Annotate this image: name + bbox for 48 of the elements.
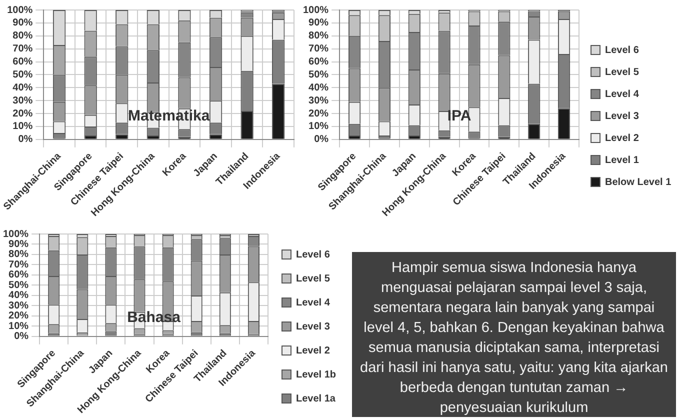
legend-label: Below Level 1 (605, 176, 672, 188)
y-tick-label: 20% (12, 108, 33, 120)
text: Hampir semua siswa Indonesia hanya menguasai pelajaran sampai level 3 saja, sementara negara lain banyak yang sampai level 4, 5, bahkan 6. Dengan keyakinan bahwa semua manusia diciptakan sama, interpretasi dari hasil ini hanya satu, yaitu: yang kita ajarkan berbeda dengan tuntutan zaman → penyesuaian kurikulum (359, 259, 669, 418)
y-tick-label: 30% (308, 95, 329, 106)
legend-label: Level 3 (296, 321, 330, 332)
y-tick-label: 80% (8, 249, 29, 260)
y-tick-label: 90% (308, 18, 329, 29)
y-tick-label: 90% (8, 238, 29, 250)
legend-label: Level 5 (605, 66, 640, 78)
y-tick-label: 10% (8, 320, 29, 332)
y-tick-label: 100% (7, 4, 33, 16)
y-tick-label: 0% (314, 134, 329, 146)
y-tick-label: 0% (18, 134, 33, 146)
y-tick-label: 90% (12, 18, 33, 29)
y-tick-label: 50% (12, 69, 33, 80)
y-tick-label: 70% (8, 259, 29, 270)
legend-label: Level 5 (296, 273, 330, 284)
y-tick-label: 70% (12, 44, 33, 55)
y-tick-label: 0% (14, 331, 29, 342)
y-tick-label: 60% (12, 56, 33, 68)
y-tick-label: 80% (12, 30, 33, 42)
y-tick-label: 40% (12, 82, 33, 94)
y-tick-label: 40% (308, 82, 329, 94)
y-tick-label: 60% (308, 56, 329, 68)
y-tick-label: 10% (308, 121, 329, 132)
legend-label: Level 4 (605, 88, 640, 100)
legend-label: Level 6 (605, 44, 640, 56)
y-tick-label: 80% (308, 30, 329, 42)
legend-label: Level 3 (605, 110, 640, 122)
y-tick-label: 70% (308, 44, 329, 55)
y-tick-label: 20% (8, 310, 29, 322)
legend-label: Level 2 (605, 132, 640, 144)
y-tick-label: 20% (308, 108, 329, 120)
legend-label: Level 4 (296, 297, 330, 308)
legend-label: Level 6 (296, 249, 330, 260)
y-tick-label: 40% (8, 290, 29, 302)
legend-label: Level 2 (296, 345, 330, 356)
y-tick-label: 10% (12, 121, 33, 132)
y-tick-label: 50% (308, 69, 329, 80)
y-tick-label: 100% (3, 228, 29, 240)
y-tick-label: 100% (303, 4, 329, 16)
legend-label: Level 1b (296, 369, 336, 380)
y-tick-label: 30% (12, 95, 33, 106)
legend-label: Level 1 (605, 154, 640, 166)
legend-label: Level 1a (296, 393, 336, 404)
y-tick-label: 30% (8, 300, 29, 312)
y-tick-label: 50% (8, 280, 29, 291)
y-tick-label: 60% (8, 270, 29, 281)
